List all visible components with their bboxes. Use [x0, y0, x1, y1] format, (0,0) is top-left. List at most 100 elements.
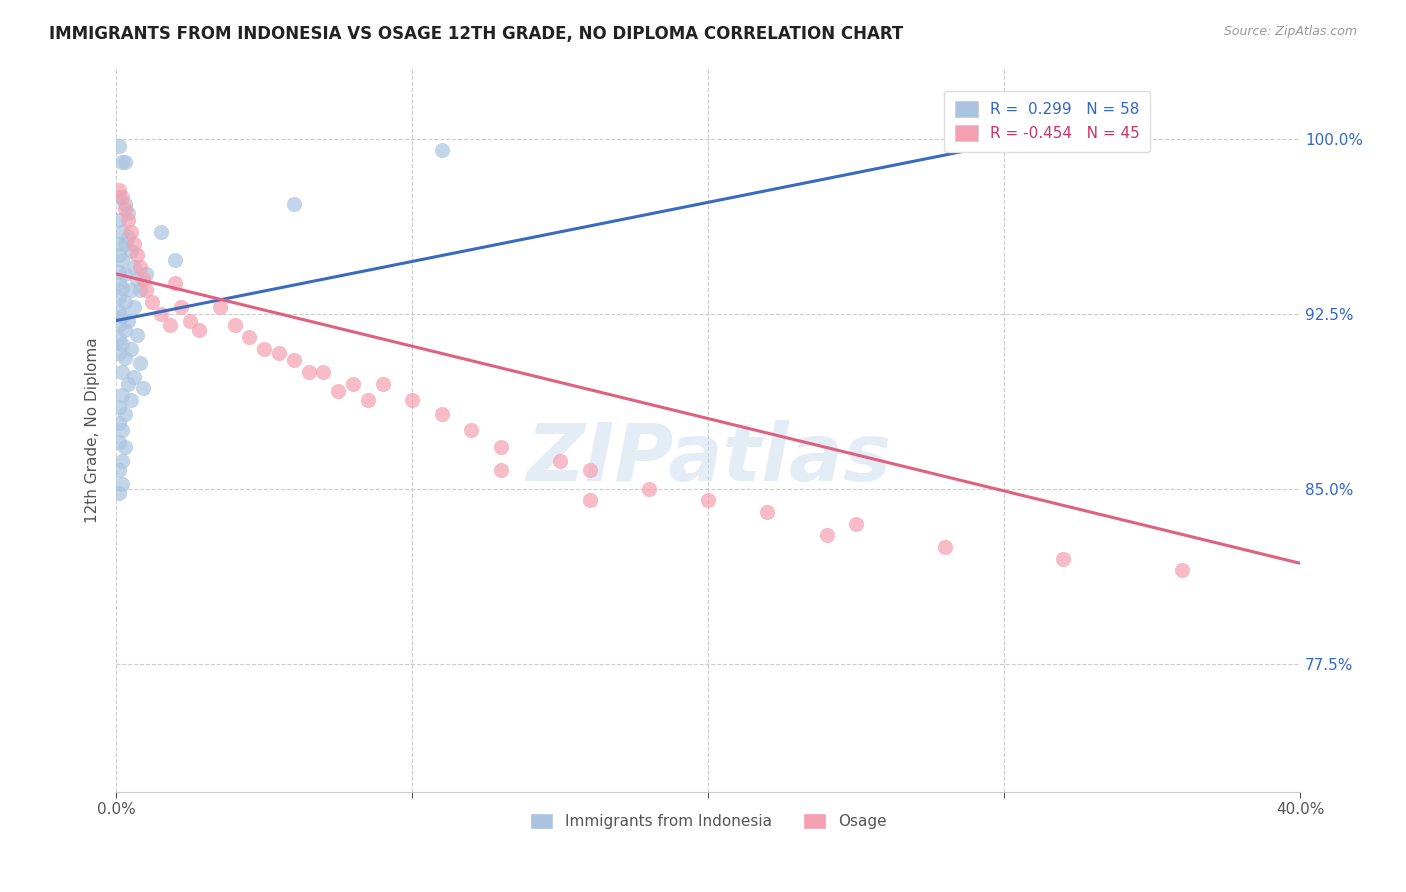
Point [108, 277, 131, 291]
Point [114, 440, 136, 454]
Point [129, 283, 152, 297]
Point [188, 323, 211, 337]
Point [815, 528, 838, 542]
Point [401, 392, 423, 407]
Point [120, 392, 142, 407]
Point [135, 283, 157, 297]
Point [120, 283, 142, 297]
Point [108, 304, 131, 318]
Point [108, 183, 131, 197]
Point [117, 206, 139, 220]
Point [117, 229, 139, 244]
Point [638, 482, 661, 496]
Point [489, 463, 512, 477]
Point [125, 327, 148, 342]
Point [108, 213, 131, 227]
Point [253, 342, 276, 356]
Point [430, 143, 453, 157]
Point [108, 463, 131, 477]
Point [149, 307, 172, 321]
Point [135, 267, 157, 281]
Point [342, 376, 364, 391]
Point [165, 252, 187, 267]
Point [132, 381, 155, 395]
Point [108, 290, 131, 304]
Point [129, 260, 152, 274]
Point [697, 493, 720, 508]
Y-axis label: 12th Grade, No Diploma: 12th Grade, No Diploma [86, 337, 100, 523]
Point [111, 423, 134, 437]
Point [122, 369, 145, 384]
Text: Source: ZipAtlas.com: Source: ZipAtlas.com [1223, 25, 1357, 38]
Point [208, 300, 231, 314]
Point [111, 252, 134, 267]
Point [460, 423, 482, 437]
Point [114, 323, 136, 337]
Point [108, 236, 131, 251]
Point [489, 440, 512, 454]
Point [578, 493, 600, 508]
Point [132, 271, 155, 285]
Point [111, 477, 134, 491]
Point [108, 486, 131, 500]
Point [114, 154, 136, 169]
Point [934, 540, 956, 554]
Point [117, 213, 139, 227]
Point [283, 197, 305, 211]
Point [111, 337, 134, 351]
Point [114, 197, 136, 211]
Point [108, 138, 131, 153]
Point [117, 376, 139, 391]
Point [224, 318, 246, 333]
Point [111, 309, 134, 323]
Text: IMMIGRANTS FROM INDONESIA VS OSAGE 12TH GRADE, NO DIPLOMA CORRELATION CHART: IMMIGRANTS FROM INDONESIA VS OSAGE 12TH … [49, 25, 904, 43]
Point [111, 154, 134, 169]
Point [111, 225, 134, 239]
Point [114, 407, 136, 421]
Point [108, 190, 131, 204]
Point [430, 407, 453, 421]
Point [111, 365, 134, 379]
Point [122, 260, 145, 274]
Point [111, 453, 134, 467]
Text: ZIPatlas: ZIPatlas [526, 420, 890, 498]
Point [108, 400, 131, 414]
Point [1052, 551, 1074, 566]
Point [1170, 563, 1192, 577]
Point [111, 281, 134, 295]
Point [149, 225, 172, 239]
Point [111, 190, 134, 204]
Point [328, 384, 350, 398]
Point [845, 516, 868, 531]
Point [108, 318, 131, 333]
Legend: Immigrants from Indonesia, Osage: Immigrants from Indonesia, Osage [524, 806, 893, 835]
Point [120, 342, 142, 356]
Point [125, 271, 148, 285]
Point [371, 376, 394, 391]
Point [114, 351, 136, 365]
Point [578, 463, 600, 477]
Point [298, 365, 321, 379]
Point [108, 248, 131, 262]
Point [312, 365, 335, 379]
Point [114, 294, 136, 309]
Point [129, 355, 152, 369]
Point [114, 202, 136, 216]
Point [111, 388, 134, 402]
Point [159, 318, 181, 333]
Point [238, 330, 260, 344]
Point [548, 453, 571, 467]
Point [108, 434, 131, 449]
Point [114, 267, 136, 281]
Point [170, 300, 193, 314]
Point [125, 248, 148, 262]
Point [179, 313, 201, 327]
Point [267, 346, 290, 360]
Point [108, 416, 131, 430]
Point [114, 236, 136, 251]
Point [117, 313, 139, 327]
Point [357, 392, 380, 407]
Point [108, 264, 131, 278]
Point [756, 505, 779, 519]
Point [108, 332, 131, 346]
